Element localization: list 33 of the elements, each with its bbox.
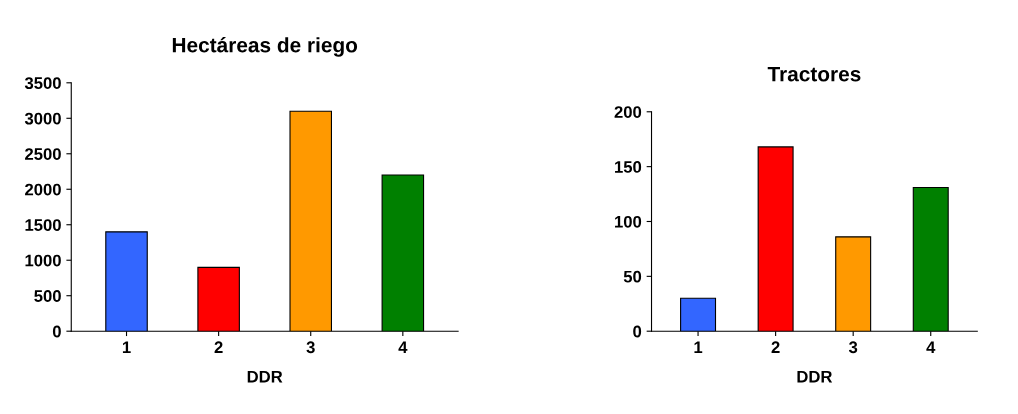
- bar: [680, 297, 717, 332]
- y-tick-label: 0: [52, 325, 61, 338]
- x-tick-label: 3: [306, 341, 315, 354]
- y-tick-label: 0: [633, 325, 642, 338]
- x-tick-label: 4: [398, 341, 408, 353]
- x-tick-label: 3: [848, 341, 858, 354]
- bar: [381, 174, 425, 332]
- y-tick-label: 3000: [24, 112, 61, 125]
- y-tick-label: 3500: [24, 77, 61, 90]
- bar: [105, 231, 148, 332]
- bar: [912, 186, 949, 332]
- bar: [197, 266, 240, 332]
- y-tick-label: 500: [34, 290, 61, 302]
- y-tick-label: 1500: [25, 219, 61, 231]
- x-tick-label: 1: [694, 341, 703, 353]
- x-tick-label: 1: [122, 341, 131, 353]
- x-tick-label: 4: [926, 341, 936, 353]
- y-tick-label: 200: [614, 106, 642, 118]
- y-tick-label: 2500: [25, 148, 61, 160]
- x-axis-title: DDR: [247, 370, 283, 383]
- y-tick-label: 1000: [25, 254, 61, 267]
- bar: [289, 110, 333, 332]
- x-tick-label: 2: [214, 341, 223, 353]
- x-axis-title: DDR: [797, 370, 833, 383]
- y-tick-label: 50: [623, 270, 642, 283]
- bar: [835, 236, 872, 332]
- y-tick-label: 2000: [25, 183, 61, 196]
- chart-title: Hectáreas de riego: [172, 36, 358, 57]
- x-tick-label: 2: [771, 341, 780, 353]
- y-tick-label: 100: [615, 215, 642, 228]
- bar: [757, 146, 794, 332]
- y-tick-label: 150: [615, 161, 642, 173]
- chart-title: Tractores: [767, 66, 861, 82]
